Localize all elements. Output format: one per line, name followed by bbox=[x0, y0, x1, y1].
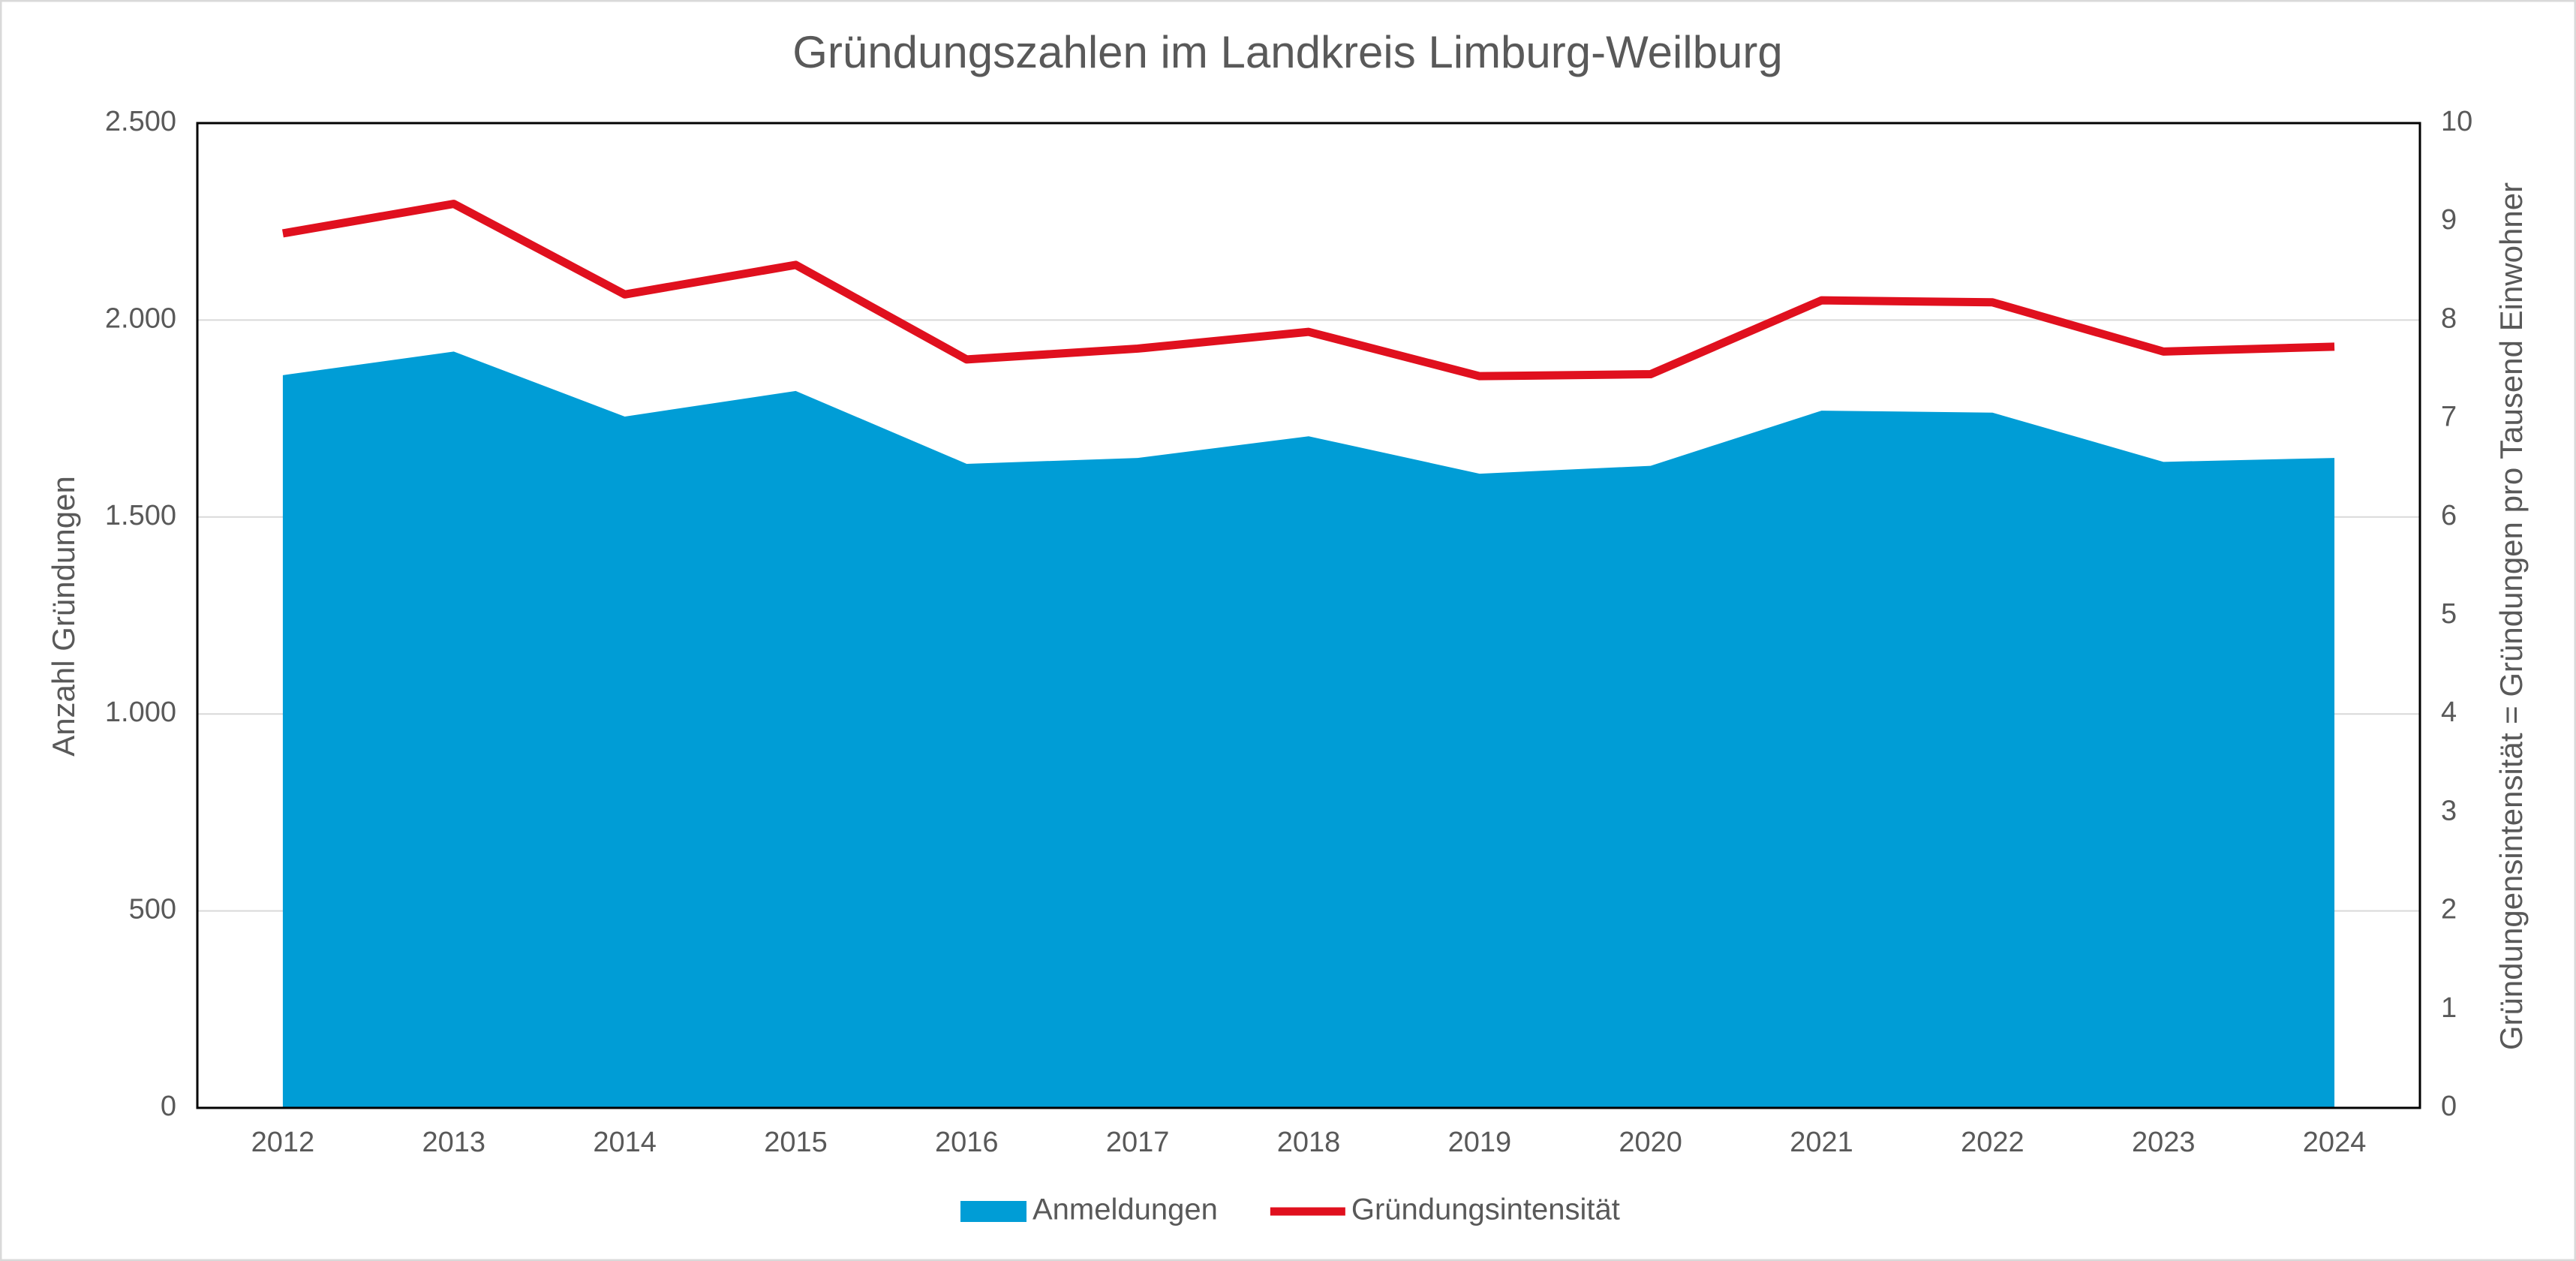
y-axis-title: Anzahl Gründungen bbox=[46, 476, 81, 757]
y2-tick-label: 1 bbox=[2441, 992, 2457, 1024]
y2-axis-title: Gründungensintensität = Gründungen pro T… bbox=[2493, 182, 2529, 1050]
y2-tick-label: 3 bbox=[2441, 795, 2457, 826]
y-tick-label: 500 bbox=[129, 894, 176, 925]
x-tick-label: 2016 bbox=[935, 1127, 999, 1158]
area bbox=[282, 351, 2335, 1108]
legend-label: Anmeldungen bbox=[1033, 1193, 1218, 1226]
y2-tick-label: 4 bbox=[2441, 697, 2457, 728]
y-tick-label: 1.000 bbox=[105, 697, 176, 728]
y2-tick-label: 8 bbox=[2441, 302, 2457, 334]
y-tick-label: 2.000 bbox=[105, 302, 176, 334]
y-tick-label: 0 bbox=[161, 1091, 176, 1122]
y2-tick-label: 5 bbox=[2441, 598, 2457, 630]
legend-label: Gründungsintensität bbox=[1351, 1193, 1620, 1226]
y2-tick-label: 0 bbox=[2441, 1091, 2457, 1122]
chart-title: Gründungszahlen im Landkreis Limburg-Wei… bbox=[792, 27, 1783, 77]
y2-tick-label: 9 bbox=[2441, 204, 2457, 236]
x-tick-label: 2023 bbox=[2132, 1127, 2196, 1158]
plot-border bbox=[196, 122, 2421, 1109]
x-tick-label: 2014 bbox=[593, 1127, 657, 1158]
line bbox=[281, 200, 2335, 381]
x-tick-label: 2018 bbox=[1277, 1127, 1341, 1158]
x-tick-label: 2020 bbox=[1619, 1127, 1682, 1158]
y-tick-label: 1.500 bbox=[105, 500, 176, 531]
y2-tick-label: 10 bbox=[2441, 106, 2472, 137]
x-tick-label: 2019 bbox=[1448, 1127, 1512, 1158]
x-tick-label: 2013 bbox=[422, 1127, 485, 1158]
x-tick-label: 2017 bbox=[1106, 1127, 1170, 1158]
y2-tick-label: 7 bbox=[2441, 402, 2457, 433]
x-tick-label: 2015 bbox=[764, 1127, 828, 1158]
y2-tick-label: 6 bbox=[2441, 500, 2457, 531]
y-tick-label: 2.500 bbox=[105, 106, 176, 137]
x-tick-label: 2022 bbox=[1961, 1127, 2024, 1158]
x-tick-label: 2021 bbox=[1790, 1127, 1853, 1158]
y2-tick-label: 2 bbox=[2441, 894, 2457, 925]
legend-swatch bbox=[960, 1201, 1026, 1222]
x-tick-label: 2024 bbox=[2303, 1127, 2367, 1158]
x-tick-label: 2012 bbox=[251, 1127, 315, 1158]
